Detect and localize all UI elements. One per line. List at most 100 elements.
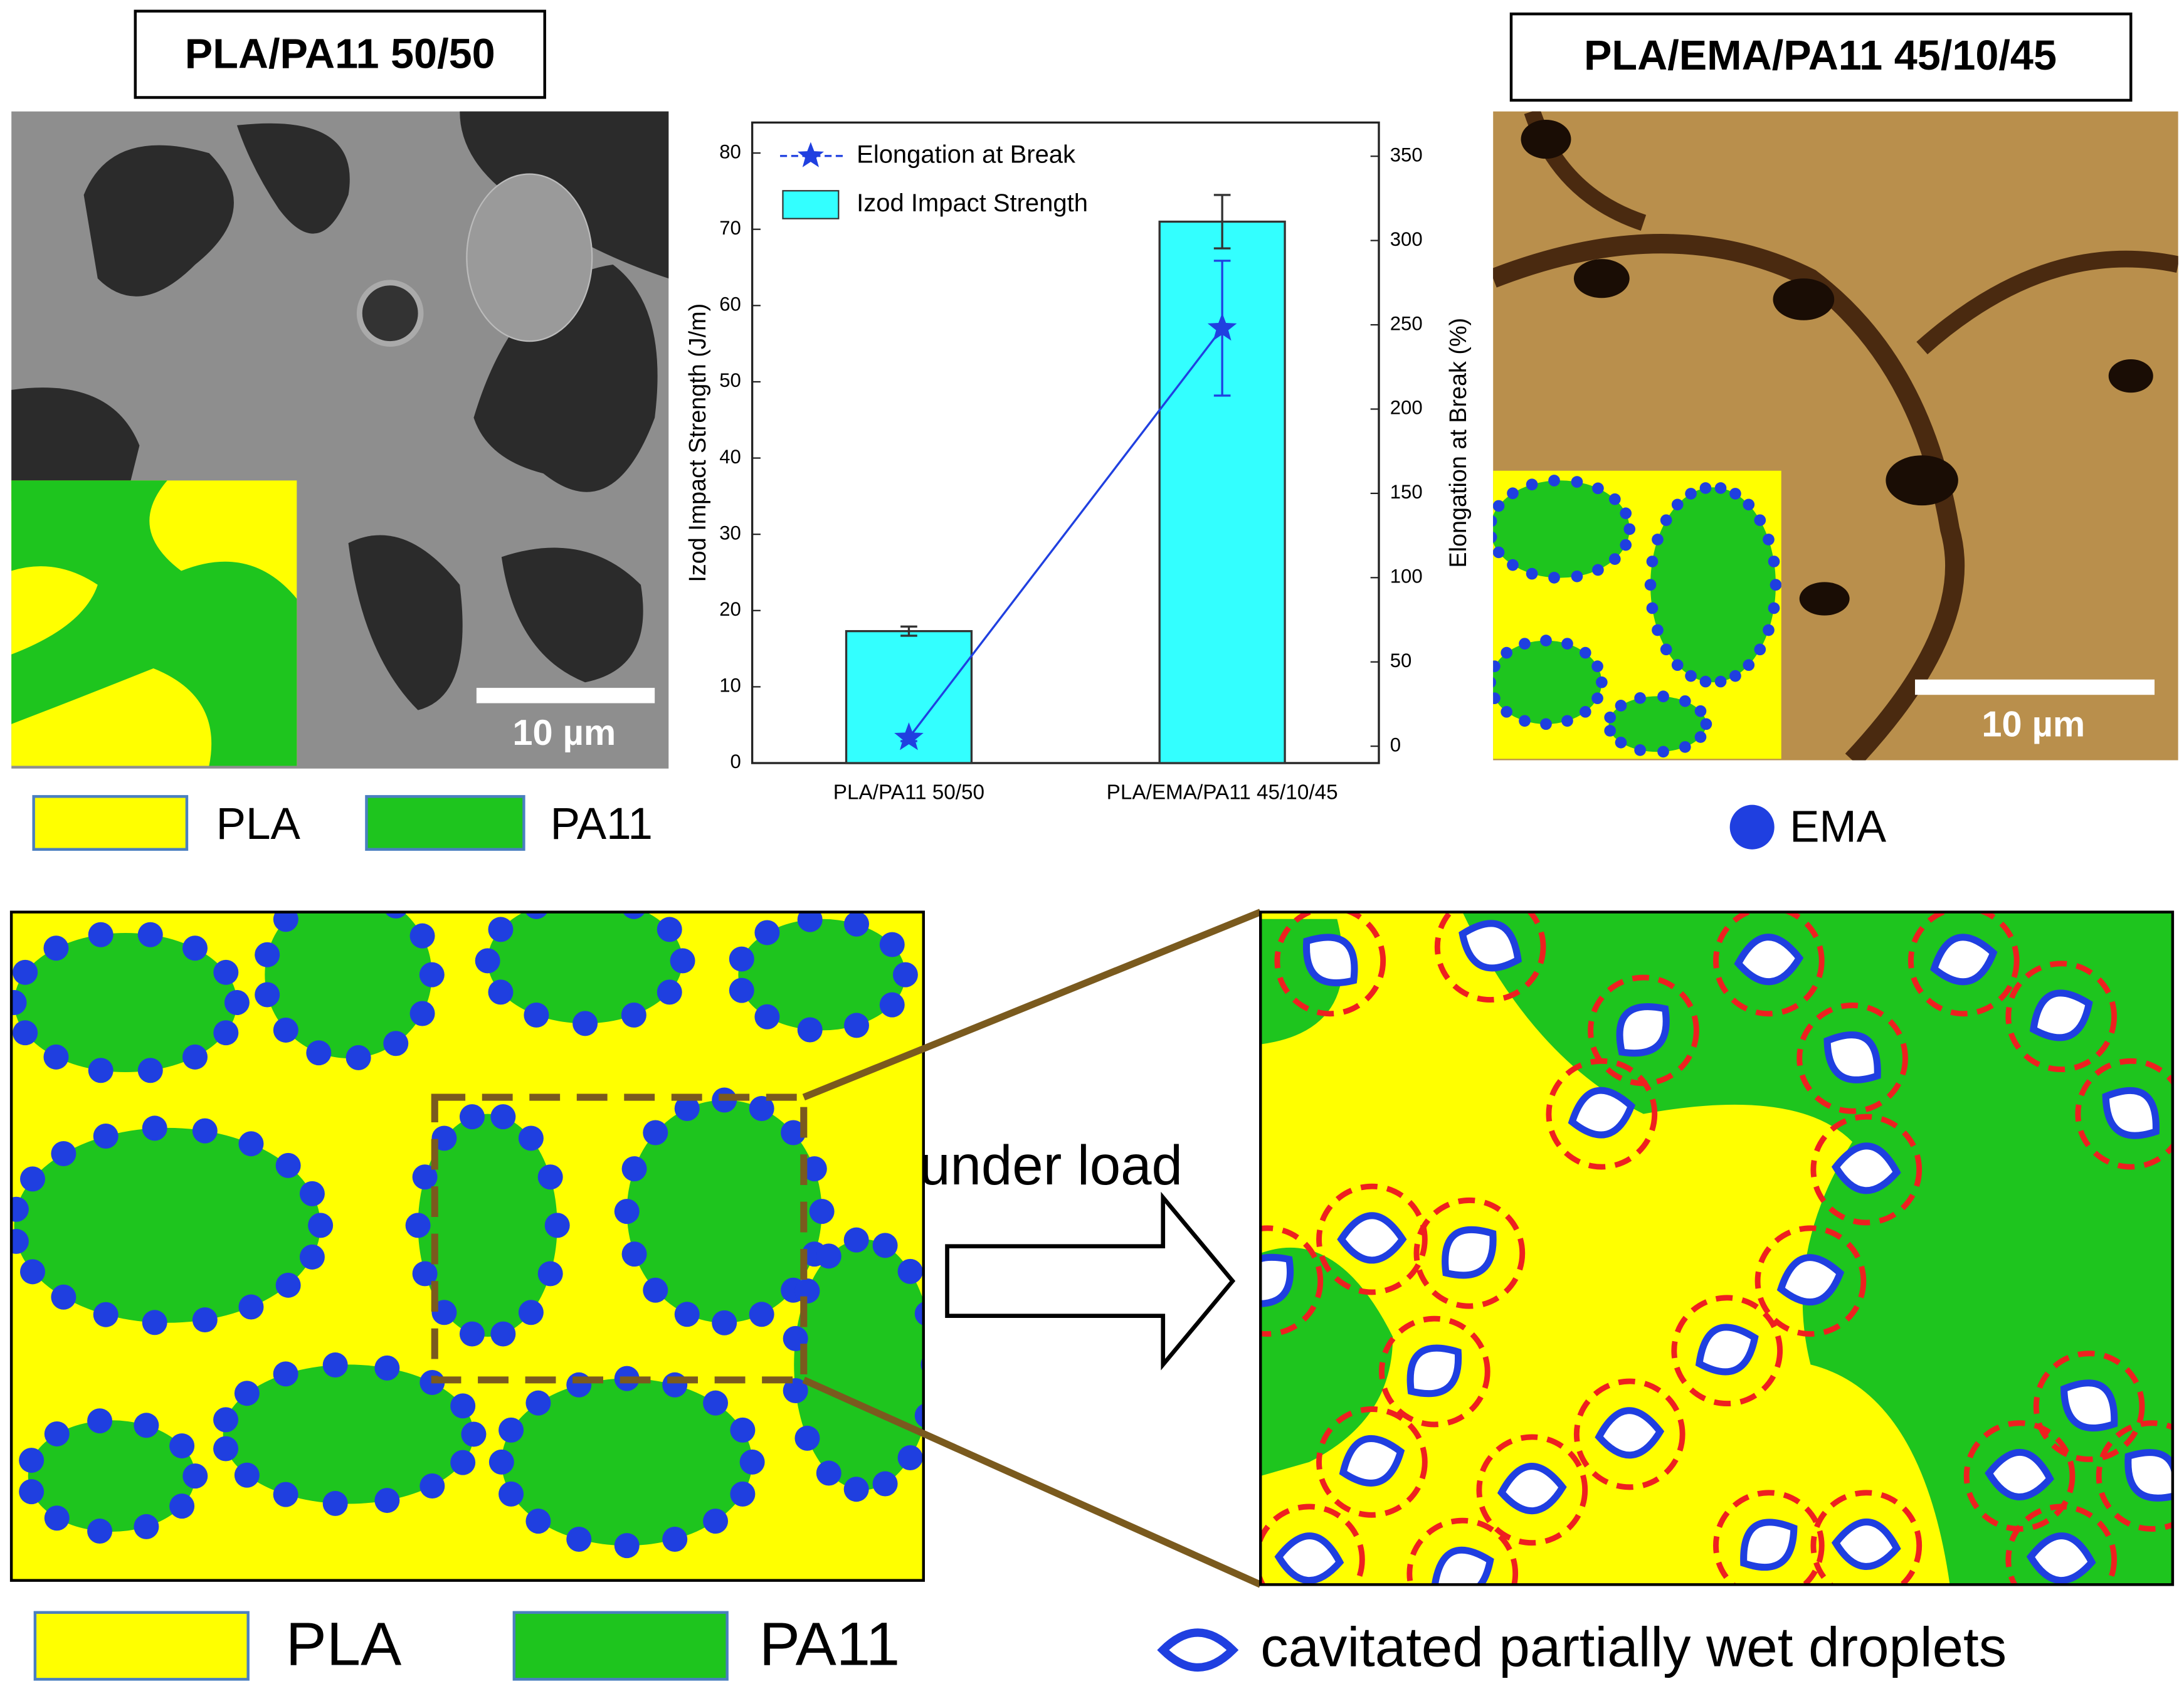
cavitated-droplet xyxy=(1595,1407,1665,1459)
ema-particle xyxy=(914,1403,924,1428)
ema-particle xyxy=(488,979,514,1005)
ema-particle xyxy=(797,912,823,932)
ema-particle xyxy=(213,1407,239,1433)
ema-particle xyxy=(169,1433,195,1459)
y2-tick-label: 150 xyxy=(1390,481,1423,503)
cavitated-droplet xyxy=(1831,1518,1901,1570)
ema-particle xyxy=(1652,624,1664,636)
ema-particle xyxy=(137,1058,163,1083)
ema-particle xyxy=(273,1361,298,1387)
y-tick-label: 0 xyxy=(731,751,741,772)
ema-particle xyxy=(730,1481,756,1507)
cavitated-droplet xyxy=(1740,1519,1798,1571)
ema-particle xyxy=(783,1378,808,1403)
ema-particle xyxy=(13,1020,38,1046)
ema-particle xyxy=(518,1300,544,1325)
ema-particle xyxy=(234,1462,260,1488)
ema-particle xyxy=(524,1002,549,1028)
stress-zone xyxy=(1907,912,2020,1017)
legend-label: Izod Impact Strength xyxy=(857,189,1088,217)
ema-particle xyxy=(621,1156,647,1182)
ema-particle xyxy=(816,1460,841,1486)
ema-particle xyxy=(729,946,754,972)
ema-particle xyxy=(621,1241,647,1267)
ema-particle xyxy=(142,1115,167,1141)
zoom-box xyxy=(431,1093,808,1384)
ema-particle xyxy=(518,1125,544,1151)
cavitated-droplet xyxy=(1274,1532,1344,1584)
scale-bar xyxy=(1915,679,2155,695)
marker xyxy=(1207,313,1237,341)
panel-frame xyxy=(1259,910,2175,1586)
y-tick-label: 50 xyxy=(719,369,741,391)
ema-particle xyxy=(703,1509,729,1534)
ema-particle xyxy=(1493,660,1501,673)
ema-particle xyxy=(739,1449,765,1475)
cavitated-droplet xyxy=(1568,1087,1636,1139)
ema-particle xyxy=(490,1104,516,1130)
stress-zone xyxy=(1378,1315,1490,1428)
stress-zone xyxy=(1754,1225,1867,1337)
ema-particle xyxy=(1700,718,1712,730)
ema-particle xyxy=(1592,482,1604,495)
cavitated-droplet xyxy=(1695,1324,1759,1376)
ema-particle xyxy=(93,1302,119,1327)
ema-particle xyxy=(749,1302,774,1327)
ema-particle xyxy=(488,917,514,942)
stress-zone xyxy=(2033,1351,2145,1462)
ema-particle xyxy=(13,959,38,985)
ema-particle xyxy=(169,1493,195,1519)
ema-particle xyxy=(234,1381,260,1406)
ema-particle xyxy=(43,935,69,961)
ema-particle xyxy=(1694,731,1707,743)
ema-particle xyxy=(754,1004,780,1030)
legend-label: cavitated partially wet droplets xyxy=(1260,1616,2007,1678)
ema-particle xyxy=(566,1527,592,1552)
ema-particle xyxy=(1561,715,1573,727)
ema-particle xyxy=(1754,514,1766,526)
ema-particle xyxy=(809,1199,835,1225)
ema-particle xyxy=(1743,498,1755,511)
y2-tick-label: 350 xyxy=(1390,144,1423,166)
ema-particle xyxy=(51,1140,76,1166)
ema-particle xyxy=(1685,670,1697,682)
pa11-domain xyxy=(265,912,432,1058)
ema-particle xyxy=(892,962,918,988)
ema-particle xyxy=(816,1243,841,1269)
scale-label: 10 µm xyxy=(1981,705,2085,745)
ema-particle xyxy=(1526,567,1538,580)
ema-particle xyxy=(1657,745,1669,758)
ema-particle xyxy=(1604,711,1617,724)
ema-particle xyxy=(182,935,208,961)
ema-particle xyxy=(308,1213,334,1238)
cavitated-droplet xyxy=(1823,1031,1881,1083)
stress-zone xyxy=(1810,1114,1923,1226)
cavitated-droplet xyxy=(1260,1253,1294,1307)
ema-particle xyxy=(537,1261,563,1287)
legend-swatch xyxy=(33,1611,250,1681)
ema-particle xyxy=(1604,725,1617,737)
ema-particle xyxy=(224,990,250,1016)
ema-particle xyxy=(88,922,113,947)
ema-particle xyxy=(1743,659,1755,672)
ema-particle xyxy=(662,1372,688,1398)
stress-zone xyxy=(1573,1378,1685,1490)
ema-particle xyxy=(43,1044,69,1070)
ema-particle xyxy=(459,1104,485,1130)
ema-particle xyxy=(1646,602,1659,614)
ema-particle xyxy=(1493,515,1497,527)
ema-particle xyxy=(1540,718,1552,730)
ema-particle xyxy=(1679,695,1691,707)
ema-particle xyxy=(383,1031,409,1056)
ema-particle xyxy=(1694,705,1707,717)
legend-label: PA11 xyxy=(551,799,653,849)
ema-particle xyxy=(703,1390,729,1416)
schematic xyxy=(11,912,924,1581)
cavitated-droplet xyxy=(1442,1226,1497,1279)
ema-particle xyxy=(1519,715,1531,727)
arrow xyxy=(945,1191,1236,1371)
ema-particle xyxy=(614,1199,640,1225)
ema-particle xyxy=(255,982,280,1008)
ema-particle xyxy=(1548,572,1560,584)
ema-particle xyxy=(238,1131,264,1157)
